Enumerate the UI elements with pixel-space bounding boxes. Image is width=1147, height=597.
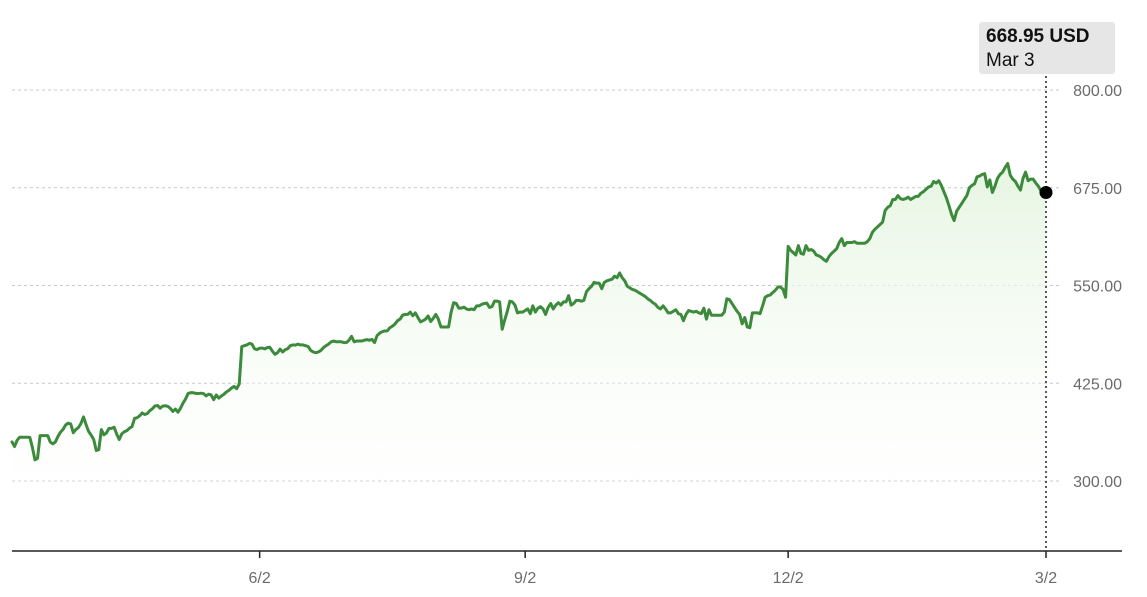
y-tick-label: 800.00 [1073,83,1122,100]
tooltip-date: Mar 3 [986,50,1035,71]
y-tick-label: 425.00 [1073,376,1122,393]
y-tick-label: 675.00 [1073,181,1122,198]
price-tooltip: 668.95 USD Mar 3 [979,22,1115,74]
hover-marker [1039,185,1053,199]
tooltip-price: 668.95 USD [986,26,1090,47]
price-line [10,162,1048,462]
y-tick-label: 550.00 [1073,279,1122,296]
x-axis-ticks: 6/2 9/2 12/2 3/2 [249,551,1057,587]
x-tick-label: 3/2 [1035,570,1057,587]
y-tick-label: 300.00 [1073,474,1122,491]
x-tick-label: 12/2 [773,570,804,587]
x-tick-label: 9/2 [514,570,536,587]
x-tick-label: 6/2 [249,570,271,587]
y-axis-labels: 300.00 425.00 550.00 675.00 800.00 [1073,83,1122,491]
price-area-fill [12,163,1046,551]
